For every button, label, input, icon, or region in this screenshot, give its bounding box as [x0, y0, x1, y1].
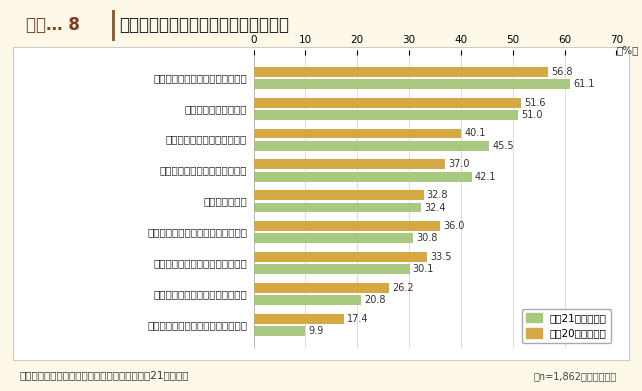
Text: 30.1: 30.1	[413, 264, 434, 274]
Bar	[254, 141, 489, 151]
Text: （%）: （%）	[616, 45, 639, 55]
Text: 32.4: 32.4	[424, 203, 446, 213]
Text: 栄養バランスのとれた食事の実践: 栄養バランスのとれた食事の実践	[153, 73, 247, 83]
Bar	[254, 233, 413, 243]
Text: 17.4: 17.4	[347, 314, 369, 324]
Text: 30.8: 30.8	[416, 233, 438, 244]
Text: 51.6: 51.6	[524, 98, 546, 108]
Text: 33.5: 33.5	[430, 252, 452, 262]
Text: 61.1: 61.1	[573, 79, 594, 89]
Text: 地場産物の購入: 地場産物の購入	[204, 196, 247, 206]
Bar	[254, 283, 389, 293]
Text: 規則正しい食生活リズムの実践: 規則正しい食生活リズムの実践	[160, 165, 247, 176]
Bar	[254, 203, 422, 212]
Bar	[254, 110, 518, 120]
Text: 40.1: 40.1	[465, 129, 486, 138]
Text: 地域性や季節感のある食事の実践: 地域性や季節感のある食事の実践	[153, 258, 247, 268]
Text: 36.0: 36.0	[443, 221, 465, 231]
Bar	[254, 252, 427, 262]
Text: 食品の安全性への理解: 食品の安全性への理解	[185, 104, 247, 114]
Text: 食べ残しや食品の廃棄の削減: 食べ残しや食品の廃棄の削減	[166, 135, 247, 145]
Text: 生産から消費までのプロセスの理解: 生産から消費までのプロセスの理解	[147, 320, 247, 330]
Text: 42.1: 42.1	[475, 172, 496, 182]
Bar	[254, 264, 410, 274]
Text: 今後の食生活で特に力を入れたいこと: 今後の食生活で特に力を入れたいこと	[119, 16, 289, 34]
Bar	[254, 98, 521, 108]
Text: 56.8: 56.8	[551, 67, 573, 77]
Text: 食事の正しいマナーや作法の習得: 食事の正しいマナーや作法の習得	[153, 289, 247, 299]
Text: 資料：内閣府「食育に関する意識調査」（平成21年３月）: 資料：内閣府「食育に関する意識調査」（平成21年３月）	[19, 370, 189, 380]
Bar	[254, 79, 570, 89]
Bar	[254, 326, 305, 336]
Bar	[254, 221, 440, 231]
Bar	[254, 295, 361, 305]
Bar	[254, 314, 343, 324]
Legend: 平成21年３月調査, 平成20年３月調査: 平成21年３月調査, 平成20年３月調査	[522, 309, 611, 343]
Text: 家族や友人と食卓を囲む機会の増加: 家族や友人と食卓を囲む機会の増加	[147, 227, 247, 237]
Bar	[254, 160, 446, 169]
Text: 26.2: 26.2	[392, 283, 414, 293]
Bar	[254, 129, 462, 138]
Bar	[254, 172, 472, 181]
Text: 45.5: 45.5	[492, 141, 514, 151]
Text: 37.0: 37.0	[448, 159, 470, 169]
Text: 9.9: 9.9	[308, 326, 324, 336]
Text: 図表… 8: 図表… 8	[26, 16, 80, 34]
Text: 51.0: 51.0	[521, 110, 542, 120]
Text: 32.8: 32.8	[427, 190, 448, 200]
Text: （n=1,862、複数回答）: （n=1,862、複数回答）	[533, 371, 616, 382]
Bar	[254, 190, 424, 200]
Bar	[254, 67, 548, 77]
Text: 20.8: 20.8	[365, 295, 386, 305]
